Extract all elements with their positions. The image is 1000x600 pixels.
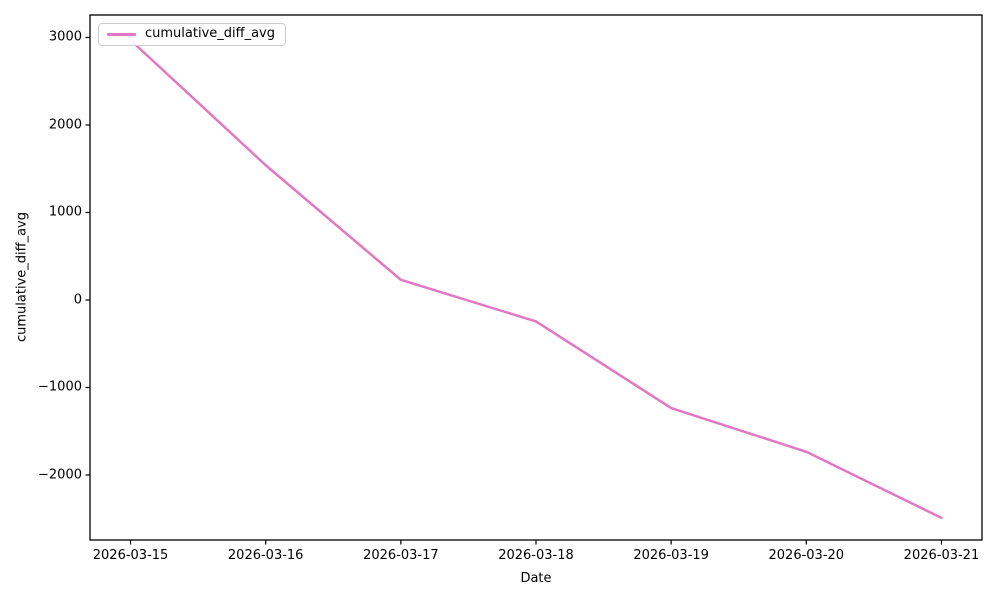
y-tick-label: 0 [73,292,82,308]
legend-line-swatch [107,32,136,36]
y-tick-label: −2000 [38,467,82,483]
x-axis-label: Date [520,571,552,586]
x-tick-label: 2026-03-21 [903,548,980,563]
x-tick-label: 2026-03-16 [227,548,304,563]
y-tick-label: 1000 [48,204,82,220]
legend: cumulative_diff_avg [98,23,286,46]
legend-label: cumulative_diff_avg [145,26,275,41]
x-tick-label: 2026-03-18 [498,548,574,563]
y-tick-label: −1000 [38,379,82,395]
x-tick-label: 2026-03-19 [633,548,709,563]
y-tick-label: 3000 [48,29,82,45]
x-tick-label: 2026-03-20 [768,548,845,563]
y-tick-label: 2000 [48,117,82,133]
series-line-cumulative_diff_avg [129,38,943,520]
axes-spines [89,14,983,541]
x-tick-label: 2026-03-15 [92,548,169,563]
x-tick-label: 2026-03-17 [363,548,439,563]
y-axis-label: cumulative_diff_avg [14,212,30,342]
